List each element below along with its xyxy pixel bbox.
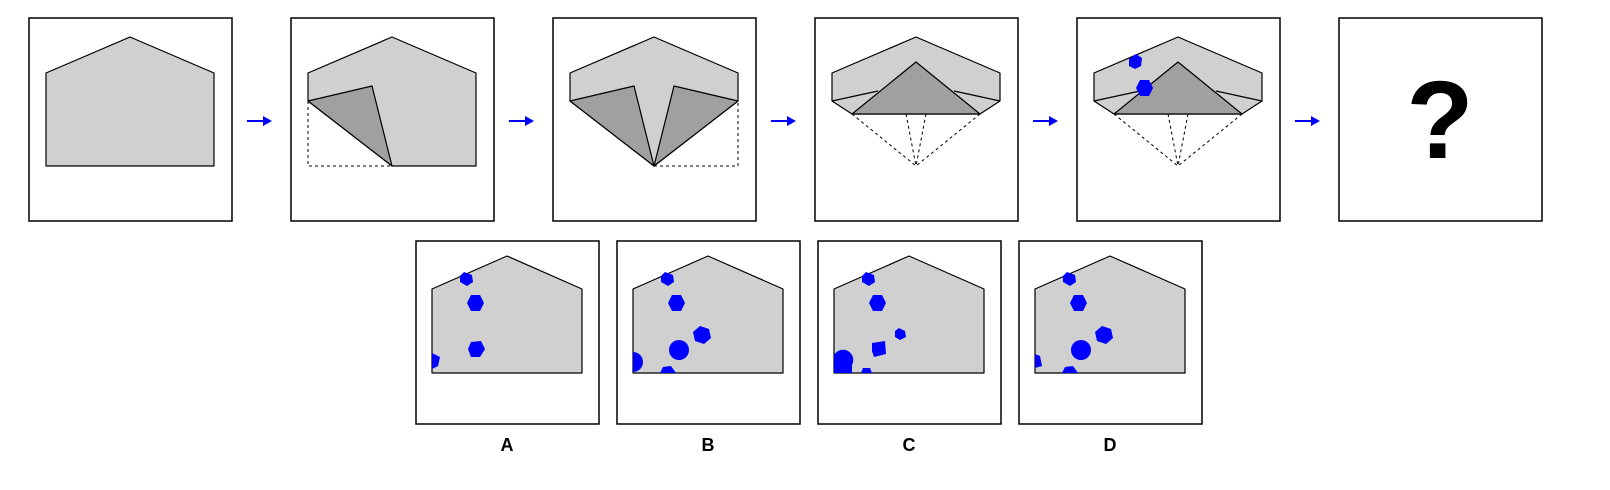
folded-flap-right [653, 85, 739, 167]
option-label: A [501, 435, 514, 455]
punched-hole [468, 341, 485, 357]
folded-flap [307, 85, 393, 167]
step-4-panel [814, 17, 1019, 222]
arrow-1 [247, 116, 272, 126]
punched-hole [669, 340, 689, 360]
punched-hole [1070, 295, 1087, 311]
punched-hole [1063, 272, 1076, 286]
arrow-2 [509, 116, 534, 126]
arrow-4 [1033, 116, 1058, 126]
option-label: B [702, 435, 715, 455]
punched-hole [895, 328, 906, 340]
punched-hole [460, 272, 473, 286]
folded-flap-left [569, 85, 655, 167]
step-2-panel [290, 17, 495, 222]
option-c[interactable]: C [817, 240, 1002, 455]
option-label: C [903, 435, 916, 455]
punched-hole [660, 366, 676, 373]
step-5-panel [1076, 17, 1281, 222]
arrow-5 [1295, 116, 1320, 126]
punched-hole [869, 295, 886, 311]
punched-hole [1062, 366, 1078, 373]
step-1-panel [28, 17, 233, 222]
punched-hole [661, 272, 674, 286]
punched-hole [693, 326, 711, 344]
folded-flap [851, 61, 981, 115]
punched-hole [834, 349, 854, 373]
punched-hole [633, 352, 643, 372]
answer-panel: ? [1338, 17, 1543, 222]
punched-hole [1136, 80, 1153, 96]
fold-outline [654, 101, 739, 167]
punched-hole [861, 368, 872, 373]
fold-outline [307, 101, 392, 167]
step-3-panel [552, 17, 757, 222]
punched-hole [1095, 326, 1113, 344]
option-b[interactable]: B [616, 240, 801, 455]
punched-hole [1035, 354, 1042, 368]
punched-hole [1071, 340, 1091, 360]
paper-sheet [45, 36, 215, 167]
punched-hole [467, 295, 484, 311]
arrow-3 [771, 116, 796, 126]
question-mark: ? [1406, 59, 1473, 182]
punched-hole [432, 353, 440, 369]
punched-hole [668, 295, 685, 311]
option-d[interactable]: D [1018, 240, 1203, 455]
option-a[interactable]: A [415, 240, 600, 455]
option-label: D [1104, 435, 1117, 455]
punched-hole [872, 341, 886, 357]
punched-hole [1129, 54, 1142, 69]
punched-hole [862, 272, 875, 286]
